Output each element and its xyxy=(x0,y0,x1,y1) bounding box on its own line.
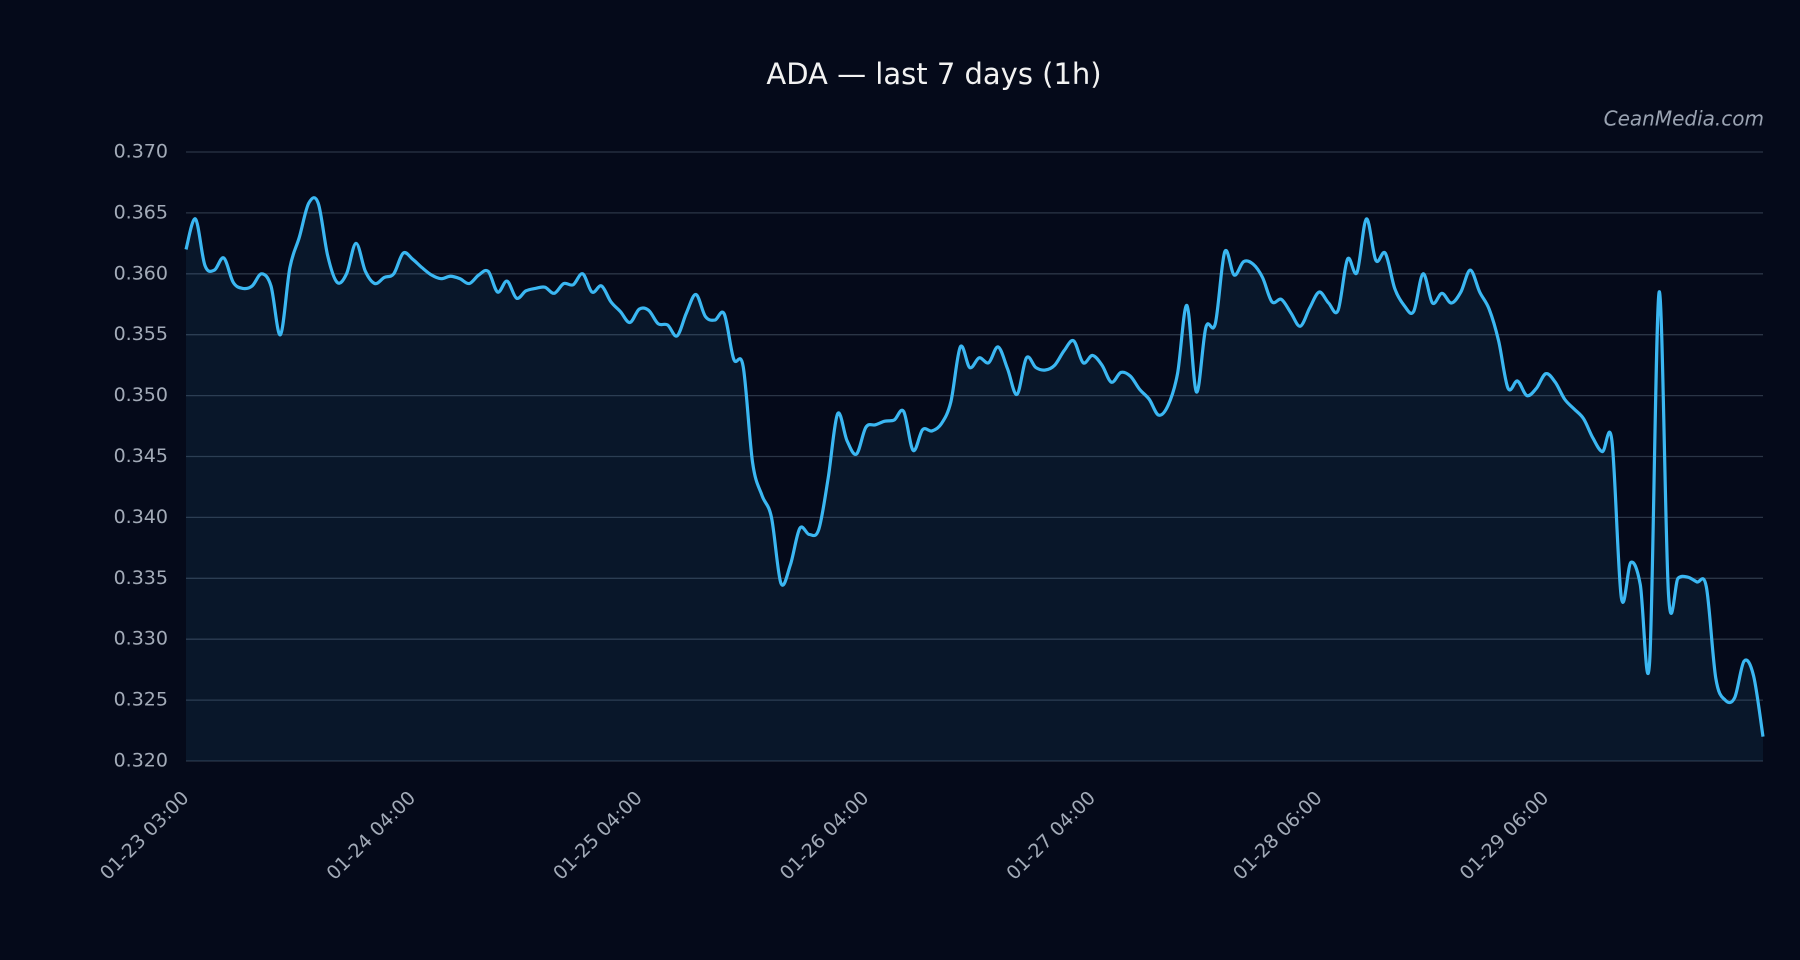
area xyxy=(186,197,1763,762)
watermark: CeanMedia.com xyxy=(1604,107,1764,131)
y-tick-label: 0.340 xyxy=(114,506,168,528)
y-tick-label: 0.365 xyxy=(114,201,168,223)
y-tick-label: 0.335 xyxy=(114,567,168,589)
y-tick-label: 0.325 xyxy=(114,689,168,711)
y-tick-label: 0.345 xyxy=(114,445,168,467)
y-tick-label: 0.350 xyxy=(114,384,168,406)
chart-title: ADA — last 7 days (1h) xyxy=(766,57,1101,91)
y-tick-label: 0.360 xyxy=(114,262,168,284)
y-tick-label: 0.370 xyxy=(114,141,168,163)
line xyxy=(184,196,1765,737)
y-tick-label: 0.330 xyxy=(114,628,168,650)
y-tick-label: 0.320 xyxy=(114,750,168,772)
y-tick-label: 0.355 xyxy=(114,323,168,345)
